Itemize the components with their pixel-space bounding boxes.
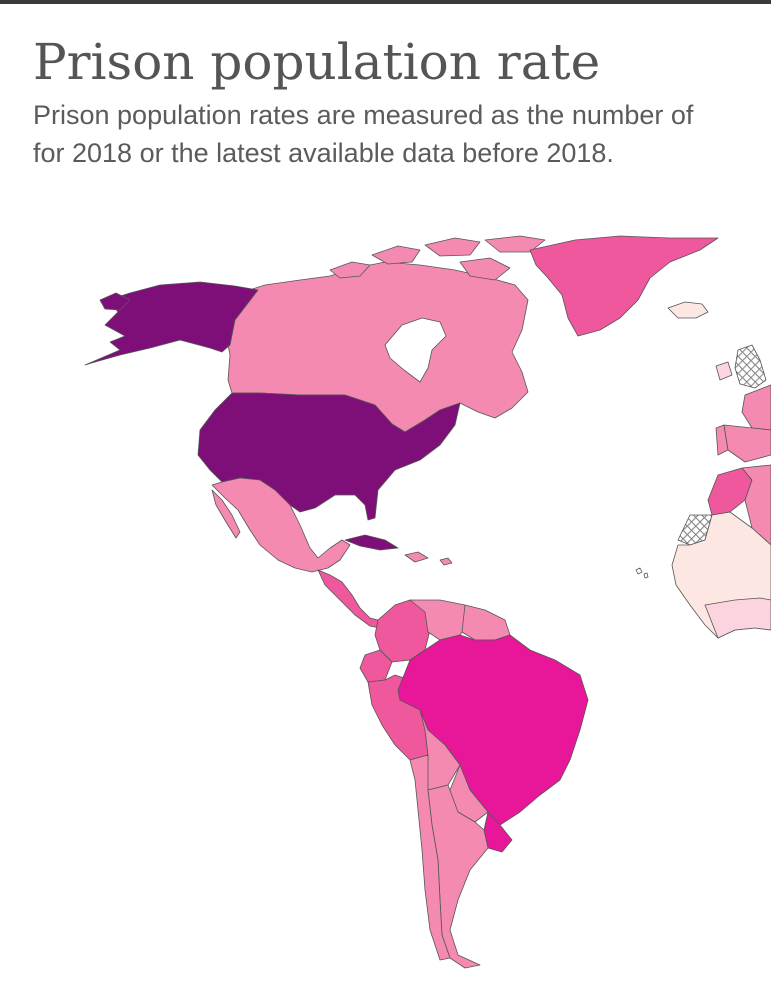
page-title: Prison population rate <box>33 33 601 91</box>
country-alaska[interactable] <box>84 281 259 366</box>
region-central-america[interactable] <box>317 569 381 629</box>
country-chile[interactable] <box>409 754 451 961</box>
country-uk-ireland[interactable] <box>734 344 767 389</box>
island-cape-verde <box>635 567 649 579</box>
region-west-africa-coast[interactable] <box>704 597 771 639</box>
country-iceland[interactable] <box>667 301 709 319</box>
baja-california[interactable] <box>211 489 241 539</box>
subtitle-line-1: Prison population rates are measured as … <box>33 100 694 130</box>
country-france[interactable] <box>741 384 771 431</box>
hudson-bay <box>384 317 447 383</box>
country-cuba[interactable] <box>344 534 399 551</box>
country-canada-arctic-islands[interactable] <box>329 235 546 281</box>
country-alaska-islands[interactable] <box>99 292 131 311</box>
top-border <box>0 0 771 4</box>
region-caribbean[interactable] <box>404 551 453 566</box>
subtitle-line-2: for 2018 or the latest available data be… <box>33 138 614 168</box>
country-guyana-suriname[interactable] <box>461 604 511 641</box>
country-mexico[interactable] <box>211 477 351 573</box>
country-greenland[interactable] <box>529 235 719 337</box>
country-spain[interactable] <box>723 424 771 463</box>
country-morocco[interactable] <box>707 467 753 516</box>
page-subtitle: Prison population rates are measured as … <box>33 96 771 172</box>
world-map[interactable] <box>0 200 771 1000</box>
country-ireland[interactable] <box>715 361 733 381</box>
